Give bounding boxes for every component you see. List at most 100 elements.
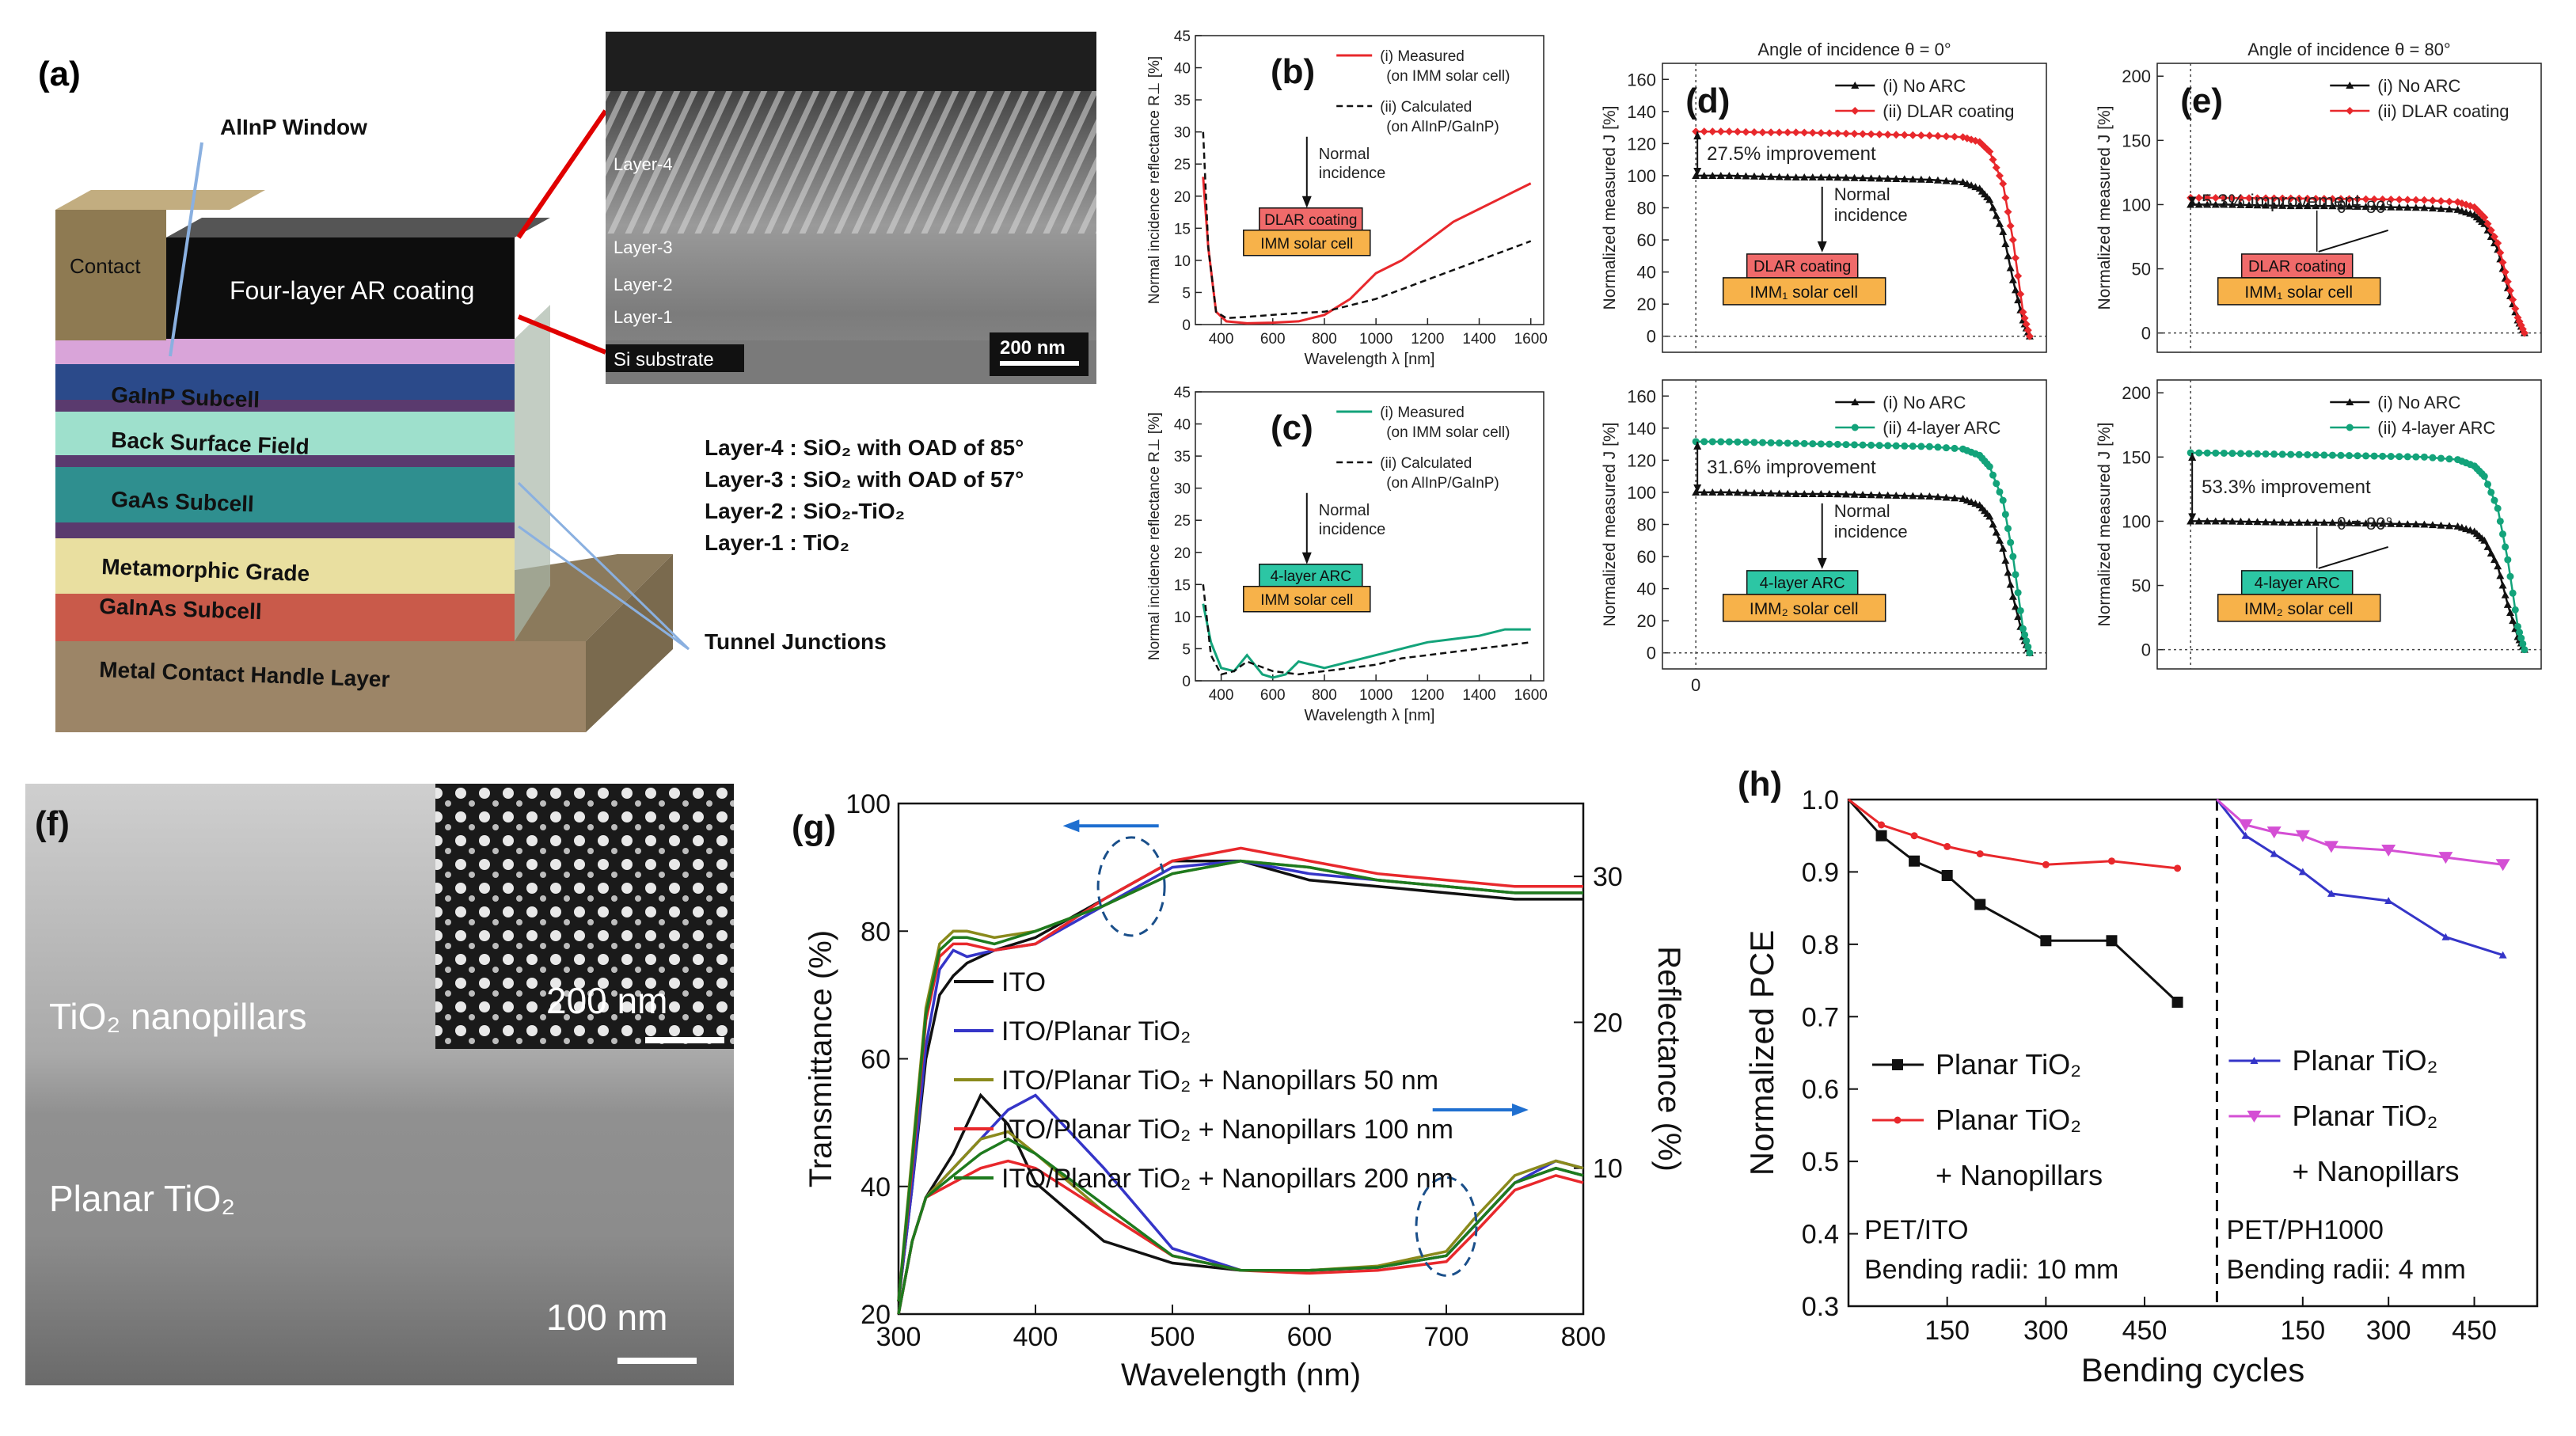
data-marker — [2303, 519, 2312, 526]
cell-box — [1243, 230, 1371, 256]
data-marker — [1825, 129, 1833, 138]
data-marker — [2504, 556, 2512, 564]
data-marker — [1995, 171, 2004, 180]
y-tick-label: 160 — [1627, 70, 1656, 89]
y-tick-label: 0 — [1182, 674, 1191, 690]
data-marker — [1962, 496, 1971, 504]
data-marker — [2244, 194, 2253, 203]
data-marker — [1971, 500, 1980, 507]
legend-label: (ii) 4-layer ARC — [2377, 418, 2495, 438]
data-marker — [1716, 171, 1725, 179]
data-marker — [2370, 452, 2378, 460]
legend-label: (i) No ARC — [1883, 393, 1966, 412]
x-tick-label: 800 — [1312, 687, 1337, 704]
y-tick-label: 100 — [2122, 511, 2151, 531]
panel-label: (b) — [1271, 52, 1315, 91]
zoom-line-top — [516, 109, 608, 239]
data-marker — [1989, 203, 1997, 211]
data-marker — [2312, 202, 2320, 210]
sem-scale-bg — [990, 332, 1089, 376]
legend-label: ITO/Planar TiO₂ + Nanopillars 50 nm — [1001, 1066, 1438, 1096]
data-marker — [2370, 195, 2379, 203]
layer-legend-2: Layer-2 : SiO₂-TiO₂ — [705, 499, 905, 523]
data-marker — [2022, 320, 2031, 329]
data-marker — [2312, 195, 2320, 203]
data-marker — [1951, 444, 1959, 452]
data-marker — [1993, 480, 2000, 488]
x-tick-label: 450 — [2452, 1316, 2497, 1346]
legend-label: (on IMM solar cell) — [1386, 424, 1510, 441]
panel-h: 0.3 0.4 0.5 0.6 0.7 0.8 0.9 1.0 150 300 450 150 300 4… — [1738, 765, 2539, 1389]
data-marker — [2008, 236, 2017, 245]
data-marker — [2211, 517, 2220, 525]
y-tick-label: 60 — [1637, 230, 1656, 250]
data-marker — [2496, 572, 2505, 579]
legend-label: (i) Measured — [1380, 48, 1465, 65]
data-marker — [2445, 522, 2454, 530]
x-tick-label: 400 — [1013, 1322, 1058, 1352]
legend-label: Planar TiO₂ — [2292, 1044, 2437, 1077]
data-marker — [1900, 131, 1909, 139]
data-marker — [2286, 194, 2295, 203]
data-marker — [2328, 451, 2336, 459]
legend-label: (ii) DLAR coating — [1883, 101, 2014, 121]
y-tick-label: 0.8 — [1802, 930, 1839, 960]
data-marker — [1742, 488, 1750, 496]
reflectance-line-3 — [897, 1130, 1584, 1315]
x-tick-label: 800 — [1561, 1322, 1606, 1352]
data-marker — [2345, 195, 2354, 203]
data-marker — [2014, 296, 2023, 304]
data-marker — [1750, 439, 1758, 446]
legend-label: Planar TiO₂ — [2292, 1100, 2437, 1132]
data-marker — [2270, 849, 2278, 857]
data-marker — [2519, 640, 2527, 648]
data-marker — [1851, 424, 1859, 431]
data-marker — [2483, 219, 2492, 228]
data-marker — [2270, 450, 2278, 458]
gainas-subcell — [55, 594, 515, 641]
data-marker — [2245, 450, 2253, 458]
data-marker — [1999, 227, 2008, 235]
improvement-arrowhead — [2188, 196, 2197, 205]
y-axis-label: Normalized measured J [%] — [2095, 423, 2114, 627]
data-marker — [1859, 490, 1867, 498]
data-marker — [1775, 128, 1784, 137]
data-marker — [2387, 519, 2396, 527]
x-tick-label: 1200 — [1411, 687, 1444, 704]
data-marker — [1717, 438, 1725, 446]
y-tick-label: 1.0 — [1802, 785, 1839, 815]
cell-label: IMM solar cell — [1260, 236, 1353, 253]
data-marker — [2437, 521, 2445, 529]
panel-b: 0 5 10 15 20 25 30 35 40 45 400 600 800 1000 1200 1400 1… — [1146, 28, 1548, 368]
data-marker — [2250, 1057, 2259, 1064]
data-marker — [2354, 452, 2361, 460]
x-tick-label: 300 — [2366, 1316, 2411, 1346]
plot-title: Angle of incidence θ = 0° — [1757, 40, 1951, 59]
legend-label: Planar TiO₂ — [1936, 1048, 2081, 1081]
tunnel-pointer-2 — [518, 525, 690, 651]
data-marker — [1867, 491, 1875, 499]
bsf-divider — [55, 455, 515, 467]
data-marker — [2506, 287, 2514, 295]
x-axis-label: Wavelength λ [nm] — [1305, 351, 1435, 368]
data-marker — [2361, 203, 2370, 211]
data-marker — [1999, 180, 2008, 188]
panel-label: (d) — [1685, 82, 1730, 120]
coating-label: 4-layer ARC — [1271, 568, 1351, 585]
coating-label: DLAR coating — [1264, 212, 1357, 229]
data-marker — [1841, 490, 1850, 498]
data-marker — [2253, 518, 2262, 526]
legend-label: ITO/Planar TiO₂ + Nanopillars 200 nm — [1001, 1164, 1453, 1194]
data-marker — [2001, 557, 2010, 564]
data-marker — [2487, 488, 2495, 496]
data-marker — [2445, 205, 2454, 213]
window-label: AlInP Window — [220, 115, 367, 139]
data-marker — [2320, 195, 2328, 203]
data-marker — [1875, 174, 1884, 182]
data-marker — [2498, 951, 2507, 959]
arc-label: Four-layer AR coating — [230, 276, 474, 305]
data-marker — [2480, 213, 2489, 222]
data-marker — [1791, 173, 1800, 180]
y-tick-label: 20 — [1637, 611, 1656, 631]
